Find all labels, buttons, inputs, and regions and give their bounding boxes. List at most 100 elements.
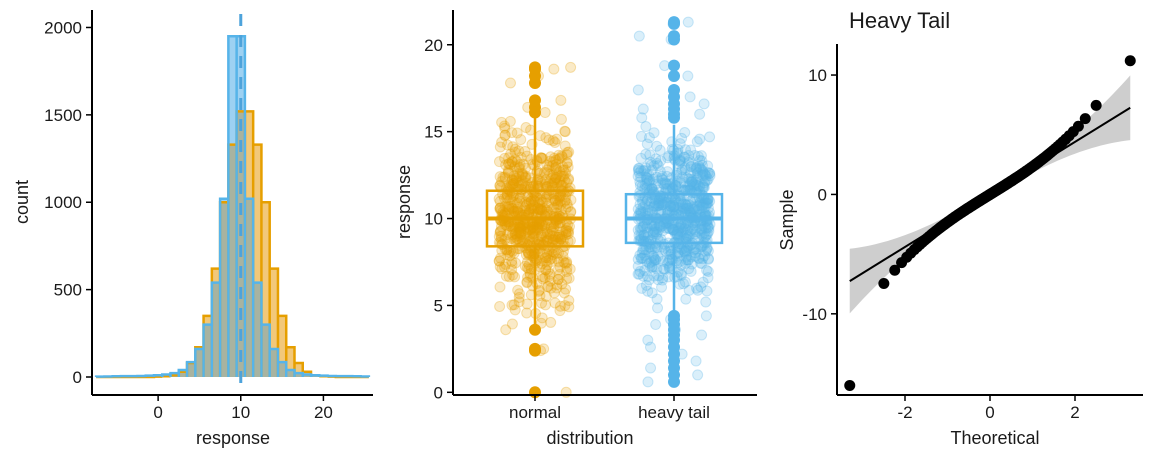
jitter-point (682, 202, 694, 214)
jitter-point (540, 132, 552, 144)
histogram-bar-overlap (220, 202, 229, 377)
jitter-point (548, 177, 560, 189)
jitter-point (676, 164, 688, 176)
jitter-point (694, 108, 706, 120)
jitter-point (542, 252, 554, 264)
jitter-point (675, 269, 687, 281)
jitter-point (554, 261, 566, 273)
jitter-point (684, 179, 696, 191)
jitter-point (528, 227, 540, 239)
jitter-point (700, 245, 712, 257)
jitter-point (561, 197, 573, 209)
jitter-point (504, 115, 516, 127)
jitter-point (545, 221, 557, 233)
jitter-point (515, 220, 527, 232)
jitter-point (516, 175, 528, 187)
jitter-point (559, 140, 571, 152)
jitter-point (493, 231, 505, 243)
jitter-point (677, 202, 689, 214)
jitter-point (555, 233, 567, 245)
jitter-point (548, 201, 560, 213)
jitter-point (501, 139, 513, 151)
jitter-point (552, 264, 564, 276)
jitter-point (496, 116, 508, 128)
jitter-point (532, 196, 544, 208)
jitter-point (689, 247, 701, 259)
jitter-point (551, 279, 563, 291)
y-tick-label: 0 (73, 368, 82, 387)
jitter-point (639, 165, 651, 177)
jitter-point (515, 152, 527, 164)
jitter-point (521, 150, 533, 162)
jitter-point (691, 161, 703, 173)
jitter-point (681, 229, 693, 241)
jitter-point (637, 220, 649, 232)
jitter-point (502, 167, 514, 179)
jitter-point (545, 204, 557, 216)
jitter-point (697, 170, 709, 182)
boxplot-y-ticks: 0 5 10 15 20 (424, 36, 453, 402)
jitter-point (557, 225, 569, 237)
jitter-point (646, 250, 658, 262)
jitter-point (678, 152, 690, 164)
jitter-point (503, 158, 515, 170)
jitter-point (506, 318, 518, 330)
jitter-point (647, 173, 659, 185)
jitter-point (529, 191, 541, 203)
jitter-point (563, 294, 575, 306)
jitter-point (642, 285, 654, 297)
jitter-point (688, 244, 700, 256)
jitter-point (508, 177, 520, 189)
jitter-point (506, 229, 518, 241)
jitter-point (683, 157, 695, 169)
jitter-point (539, 178, 551, 190)
jitter-point (503, 201, 515, 213)
jitter-point (554, 191, 566, 203)
jitter-point (525, 195, 537, 207)
jitter-point (697, 253, 709, 265)
jitter-point (653, 197, 665, 209)
jitter-point (554, 174, 566, 186)
qq-point-extreme (844, 379, 856, 391)
jitter-point (697, 276, 709, 288)
jitter-point (638, 220, 650, 232)
jitter-point (693, 203, 705, 215)
jitter-point (498, 192, 510, 204)
jitter-point (503, 227, 515, 239)
jitter-point (550, 231, 562, 243)
jitter-point (649, 197, 661, 209)
histogram-bar-overlap (211, 282, 221, 377)
jitter-point (556, 278, 568, 290)
jitter-point (509, 206, 521, 218)
jitter-point (494, 203, 506, 215)
jitter-point (541, 228, 553, 240)
jitter-point (640, 148, 652, 160)
histogram-bar-overlap (294, 373, 303, 377)
jitter-point (561, 262, 573, 274)
jitter-point (551, 282, 563, 294)
jitter-point (502, 166, 514, 178)
jitter-point (661, 204, 673, 216)
jitter-point (537, 227, 549, 239)
jitter-point (651, 171, 663, 183)
jitter-point (640, 171, 652, 183)
histogram-x-ticks: 0 10 20 (153, 395, 333, 422)
jitter-point (680, 257, 692, 269)
jitter-point (686, 258, 698, 270)
y-tick-label: 15 (424, 123, 443, 142)
jitter-point (694, 133, 706, 145)
jitter-point (517, 169, 529, 181)
jitter-point (650, 254, 662, 266)
boxplot-x-ticks: normal heavy tail (509, 395, 710, 422)
jitter-point (550, 195, 562, 207)
jitter-point (675, 190, 687, 202)
jitter-point (512, 284, 524, 296)
jitter-point (493, 255, 505, 267)
jitter-point (704, 131, 716, 143)
jitter-point (537, 152, 549, 164)
jitter-point (651, 226, 663, 238)
jitter-point (514, 230, 526, 242)
jitter-point (699, 174, 711, 186)
jitter-point (676, 226, 688, 238)
jitter-point (691, 282, 703, 294)
